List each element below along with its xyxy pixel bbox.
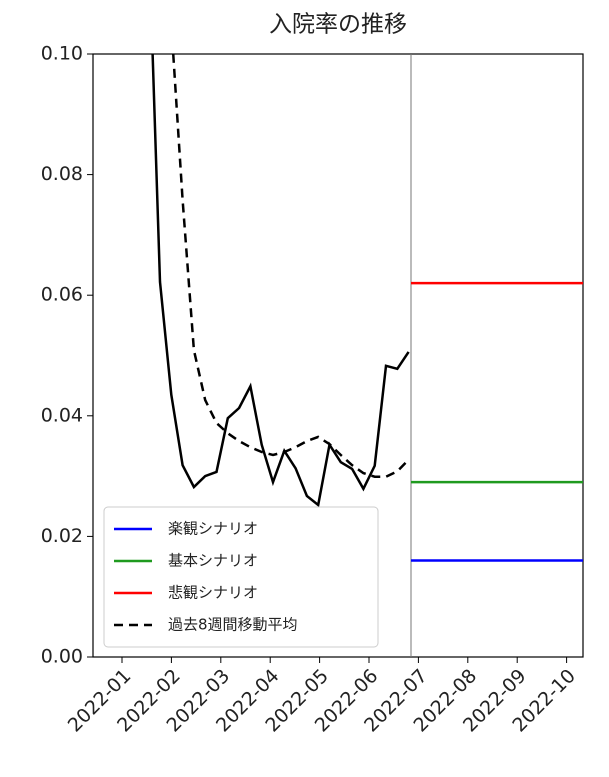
plot-frame <box>92 53 584 658</box>
y-tick-label: 0.08 <box>41 163 83 185</box>
y-tick-label: 0.06 <box>41 284 83 306</box>
moving-average-line <box>171 54 410 478</box>
legend-label: 悲観シナリオ <box>168 584 258 602</box>
y-tick-label: 0.02 <box>41 525 83 547</box>
legend-box <box>103 506 379 648</box>
legend-label: 過去8週間移動平均 <box>168 616 298 634</box>
legend-label: 楽観シナリオ <box>168 520 258 538</box>
actual-line <box>151 54 410 508</box>
y-tick-label: 0.04 <box>41 404 83 426</box>
y-tick-label: 0.10 <box>41 43 83 65</box>
plot-lines <box>151 54 583 562</box>
legend-label: 基本シナリオ <box>168 552 258 570</box>
y-tick-label: 0.00 <box>41 646 83 668</box>
chart-title: 入院率の推移 <box>269 12 407 38</box>
